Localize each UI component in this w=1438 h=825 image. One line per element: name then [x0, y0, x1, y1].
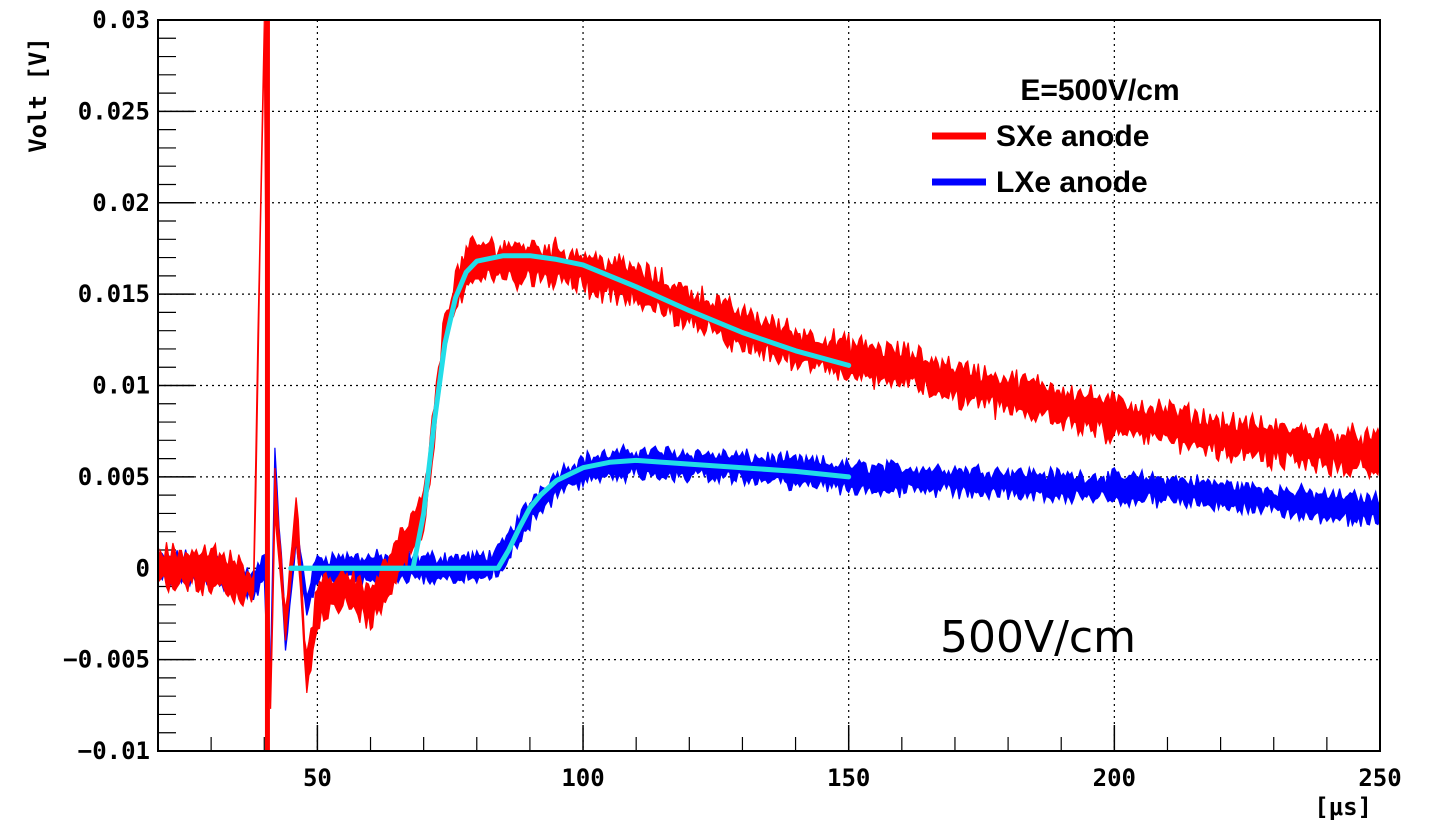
x-tick-label: 150 [827, 764, 870, 792]
x-tick-label: 200 [1093, 764, 1136, 792]
legend-label-sxe: SXe anode [996, 120, 1149, 153]
y-tick-label: −0.01 [78, 737, 150, 765]
y-tick-label: 0.015 [78, 280, 150, 308]
plot-frame [157, 19, 1381, 752]
y-tick-label: −0.005 [63, 646, 150, 674]
y-tick-label: 0.025 [78, 97, 150, 125]
fit-curve-lxe [288, 457, 852, 571]
y-tick-label: 0.02 [92, 189, 150, 217]
legend-label-lxe: LXe anode [996, 166, 1148, 199]
fit-curve-sxe [288, 253, 852, 571]
x-tick-label: 50 [303, 764, 332, 792]
y-tick-label: 0.01 [92, 372, 150, 400]
axis-labels: 50 100 150 200 250 −0.01 −0.005 0 0.005 0.01 0.015… [63, 6, 1401, 792]
x-axis-title: [μs] [1314, 793, 1372, 821]
y-tick-label: 0.005 [78, 463, 150, 491]
legend: E=500V/cm SXe anode LXe anode [932, 74, 1180, 199]
field-annotation: 500V/cm [940, 612, 1136, 663]
x-tick-label: 100 [561, 764, 604, 792]
x-tick-label: 250 [1358, 764, 1401, 792]
grid [158, 20, 1380, 751]
legend-title: E=500V/cm [1020, 74, 1179, 107]
y-tick-label: 0 [136, 554, 150, 582]
y-axis-title: Volt [V] [24, 37, 52, 153]
series-sxe-anode [157, 19, 1381, 709]
y-tick-label: 0.03 [92, 6, 150, 34]
